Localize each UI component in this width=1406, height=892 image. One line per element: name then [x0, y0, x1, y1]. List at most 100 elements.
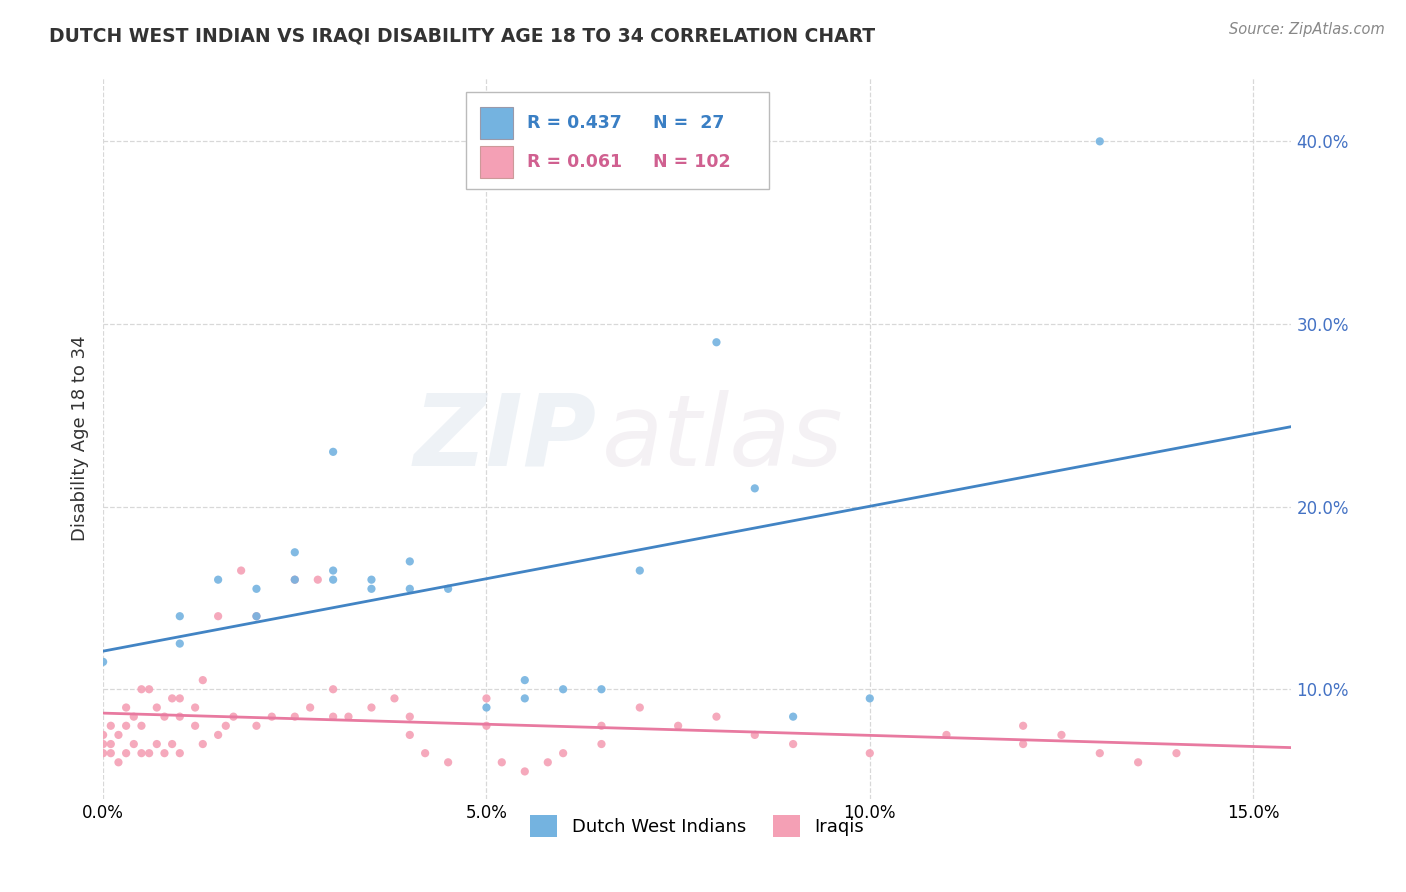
Point	[1088, 746, 1111, 760]
Point	[122, 709, 145, 723]
Point	[91, 728, 114, 742]
Point	[184, 719, 207, 733]
Point	[107, 728, 129, 742]
Point	[115, 719, 138, 733]
Point	[553, 746, 575, 760]
Point	[215, 719, 238, 733]
Point	[91, 737, 114, 751]
Text: atlas: atlas	[602, 390, 844, 487]
Point	[153, 709, 176, 723]
Point	[475, 691, 498, 706]
Point	[299, 700, 322, 714]
Point	[184, 700, 207, 714]
Text: DUTCH WEST INDIAN VS IRAQI DISABILITY AGE 18 TO 34 CORRELATION CHART: DUTCH WEST INDIAN VS IRAQI DISABILITY AG…	[49, 27, 876, 45]
Point	[307, 573, 329, 587]
Point	[360, 573, 382, 587]
Point	[1166, 746, 1188, 760]
Point	[935, 728, 957, 742]
Point	[360, 700, 382, 714]
Point	[1050, 728, 1073, 742]
Point	[513, 673, 536, 687]
Point	[284, 573, 307, 587]
Point	[169, 637, 191, 651]
Point	[207, 573, 229, 587]
Point	[537, 756, 560, 770]
Point	[398, 582, 420, 596]
Point	[475, 719, 498, 733]
Point	[91, 746, 114, 760]
Point	[169, 691, 191, 706]
Point	[284, 573, 307, 587]
Point	[284, 545, 307, 559]
Point	[360, 582, 382, 596]
Point	[322, 445, 344, 459]
Point	[398, 728, 420, 742]
Point	[384, 691, 406, 706]
Text: Source: ZipAtlas.com: Source: ZipAtlas.com	[1229, 22, 1385, 37]
Bar	[479, 146, 513, 178]
Point	[782, 737, 804, 751]
Point	[245, 719, 267, 733]
Point	[1012, 719, 1035, 733]
Point	[160, 691, 183, 706]
Point	[322, 682, 344, 697]
Point	[322, 573, 344, 587]
FancyBboxPatch shape	[465, 92, 769, 189]
Point	[628, 700, 651, 714]
Point	[591, 737, 613, 751]
Point	[115, 700, 138, 714]
Point	[322, 709, 344, 723]
Point	[115, 746, 138, 760]
Point	[245, 609, 267, 624]
Point	[191, 673, 214, 687]
Point	[160, 737, 183, 751]
Point	[100, 719, 122, 733]
Point	[398, 709, 420, 723]
Point	[1088, 134, 1111, 148]
Point	[245, 582, 267, 596]
Point	[138, 682, 160, 697]
Point	[1012, 737, 1035, 751]
Text: R = 0.061: R = 0.061	[527, 153, 623, 171]
Point	[591, 682, 613, 697]
Point	[475, 700, 498, 714]
Point	[553, 682, 575, 697]
Point	[513, 764, 536, 779]
Point	[437, 582, 460, 596]
Point	[222, 709, 245, 723]
Point	[100, 746, 122, 760]
Point	[229, 564, 252, 578]
Point	[169, 609, 191, 624]
Point	[107, 756, 129, 770]
Point	[153, 746, 176, 760]
Point	[131, 682, 153, 697]
Point	[169, 746, 191, 760]
Point	[513, 691, 536, 706]
Text: N =  27: N = 27	[654, 114, 724, 132]
Point	[782, 709, 804, 723]
Point	[337, 709, 360, 723]
Text: N = 102: N = 102	[654, 153, 731, 171]
Y-axis label: Disability Age 18 to 34: Disability Age 18 to 34	[72, 335, 89, 541]
Point	[437, 756, 460, 770]
Point	[138, 746, 160, 760]
Point	[744, 481, 766, 495]
Point	[859, 691, 882, 706]
Point	[100, 737, 122, 751]
Point	[260, 709, 283, 723]
Point	[131, 719, 153, 733]
Legend: Dutch West Indians, Iraqis: Dutch West Indians, Iraqis	[523, 807, 872, 844]
Point	[491, 756, 513, 770]
Point	[666, 719, 689, 733]
Point	[322, 564, 344, 578]
Point	[591, 719, 613, 733]
Point	[191, 737, 214, 751]
Point	[207, 609, 229, 624]
Point	[706, 709, 728, 723]
Point	[169, 709, 191, 723]
Point	[122, 737, 145, 751]
Point	[706, 335, 728, 350]
Point	[859, 746, 882, 760]
Point	[245, 609, 267, 624]
Point	[398, 554, 420, 568]
